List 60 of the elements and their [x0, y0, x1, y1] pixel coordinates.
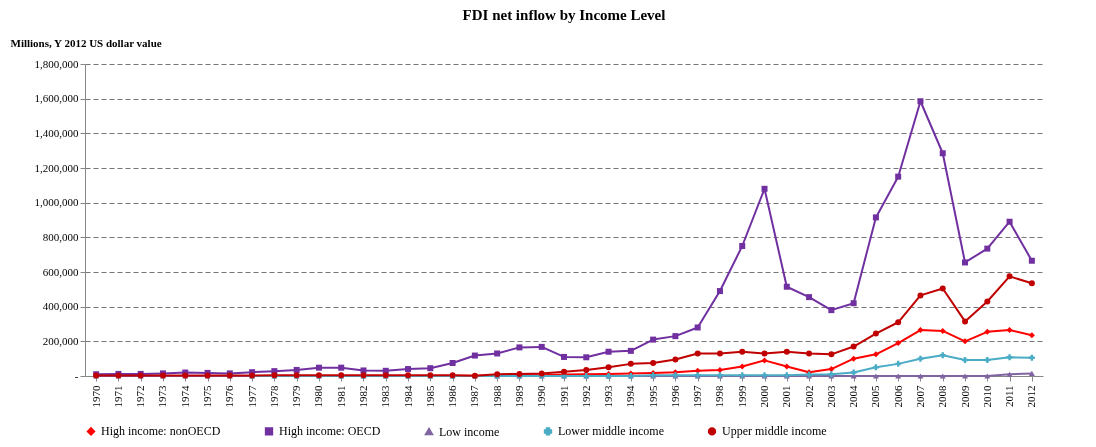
- x-tick-label: 1998: [713, 385, 726, 408]
- x-tick-label: 1996: [668, 385, 681, 408]
- x-tick-label: 1989: [512, 385, 525, 408]
- x-tick-label: 1974: [178, 385, 191, 408]
- x-tick-label: 1979: [290, 385, 303, 408]
- x-tick-label: 2008: [936, 385, 949, 408]
- x-tick-label: 2007: [913, 385, 926, 408]
- x-tick-label: 1980: [312, 385, 325, 408]
- x-tick-label: 1995: [646, 385, 659, 408]
- x-tick-label: 1984: [401, 385, 414, 408]
- y-tick-label: 600,000: [42, 265, 79, 278]
- legend-label: High income: OECD: [279, 424, 381, 439]
- x-tick-label: 2003: [824, 385, 837, 408]
- x-tick-label: 1988: [490, 385, 503, 408]
- x-tick-label: 1976: [223, 385, 236, 408]
- x-tick-label: 2001: [780, 385, 793, 408]
- x-tick-label: 1971: [111, 385, 124, 408]
- y-tick-label: -: [74, 369, 79, 382]
- y-tick-label: 1,800,000: [34, 57, 79, 70]
- x-tick-label: 1985: [423, 385, 436, 408]
- x-tick-label: 2011: [1003, 385, 1016, 408]
- legend-label: Low income: [439, 424, 500, 439]
- x-tick-label: 1991: [557, 385, 570, 408]
- x-tick-label: 1975: [201, 385, 214, 408]
- legend-label: Upper middle income: [722, 424, 827, 439]
- x-tick-label: 2010: [980, 385, 993, 408]
- x-tick-label: 1993: [602, 385, 615, 408]
- x-tick-label: 1994: [624, 385, 637, 408]
- x-tick-label: 1990: [535, 385, 548, 408]
- x-tick-label: 1972: [134, 385, 147, 408]
- x-tick-label: 1997: [691, 385, 704, 408]
- y-tick-label: 1,400,000: [34, 126, 79, 139]
- y-tick-label: 1,000,000: [34, 196, 79, 209]
- x-tick-label: 2012: [1025, 385, 1038, 408]
- x-tick-label: 2009: [958, 385, 971, 408]
- x-tick-label: 1987: [468, 385, 481, 408]
- y-tick-label: 400,000: [42, 300, 79, 313]
- x-tick-label: 1982: [356, 385, 369, 408]
- x-tick-label: 2000: [758, 385, 771, 408]
- x-tick-label: 1973: [156, 385, 169, 408]
- x-tick-label: 1992: [579, 385, 592, 408]
- y-tick-label: 1,200,000: [34, 161, 79, 174]
- x-tick-label: 2005: [869, 385, 882, 408]
- y-tick-label: 800,000: [42, 230, 79, 243]
- x-tick-label: 2006: [891, 385, 904, 408]
- y-tick-label: 200,000: [42, 334, 79, 347]
- x-tick-label: 1981: [334, 385, 347, 408]
- legend-label: Lower middle income: [558, 424, 664, 439]
- x-tick-label: 1983: [379, 385, 392, 408]
- x-tick-label: 1978: [267, 385, 280, 408]
- y-axis-title: Millions, Y 2012 US dollar value: [10, 36, 162, 49]
- x-tick-label: 1977: [245, 385, 258, 408]
- legend-label: High income: nonOECD: [101, 424, 221, 439]
- x-tick-label: 2004: [847, 385, 860, 408]
- y-tick-label: 1,600,000: [34, 92, 79, 105]
- x-tick-label: 1999: [735, 385, 748, 408]
- x-tick-label: 1970: [89, 385, 102, 408]
- x-tick-label: 2002: [802, 385, 815, 408]
- chart-title: FDI net inflow by Income Level: [462, 7, 666, 23]
- x-tick-label: 1986: [446, 385, 459, 408]
